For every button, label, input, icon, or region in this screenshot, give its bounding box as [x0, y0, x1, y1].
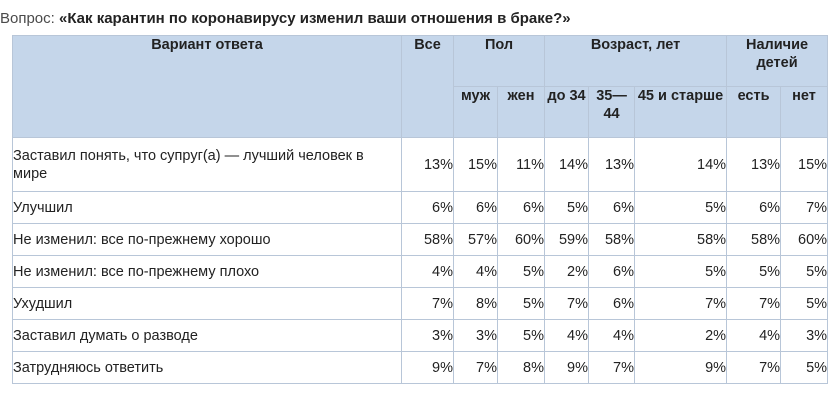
answer-option: Заставил думать о разводе [12, 319, 402, 352]
value-age-35-44: 6% [588, 287, 636, 320]
value-children-no: 5% [780, 255, 829, 288]
header-female: жен [496, 86, 546, 138]
value-age-45-plus: 5% [634, 191, 728, 224]
value-age-under-34: 59% [544, 223, 590, 256]
value-male: 8% [453, 287, 498, 320]
value-age-35-44: 6% [588, 191, 636, 224]
question-text: «Как карантин по коронавирусу изменил ва… [59, 10, 571, 27]
header-gender: Пол [452, 35, 546, 87]
value-age-35-44: 4% [588, 319, 636, 352]
header-children-yes: есть [726, 86, 782, 138]
answer-option: Не изменил: все по-прежнему плохо [12, 255, 402, 288]
value-children-no: 60% [780, 223, 829, 256]
value-age-under-34: 5% [544, 191, 590, 224]
value-age-35-44: 6% [588, 255, 636, 288]
value-all: 13% [401, 137, 454, 192]
value-children-no: 15% [780, 137, 829, 192]
value-children-yes: 4% [726, 319, 782, 352]
value-age-under-34: 14% [544, 137, 590, 192]
value-all: 58% [401, 223, 454, 256]
value-children-yes: 5% [726, 255, 782, 288]
value-children-no: 7% [780, 191, 829, 224]
value-age-45-plus: 5% [634, 255, 728, 288]
value-children-yes: 58% [726, 223, 782, 256]
answer-option: Не изменил: все по-прежнему хорошо [12, 223, 402, 256]
value-female: 6% [496, 191, 546, 224]
value-male: 3% [453, 319, 498, 352]
value-age-45-plus: 58% [634, 223, 728, 256]
answer-option: Улучшил [12, 191, 402, 224]
value-children-yes: 7% [726, 351, 782, 384]
value-age-35-44: 58% [588, 223, 636, 256]
table-row: Ухудшил 7% 8% 5% 7% 6% 7% 7% 5% [12, 287, 829, 320]
header-age-45-plus: 45 и старше [634, 86, 728, 138]
question-label: Вопрос: [0, 10, 55, 27]
value-all: 9% [401, 351, 454, 384]
table-row: Заставил понять, что супруг(а) — лучший … [12, 137, 829, 192]
header-variant: Вариант ответа [12, 35, 402, 138]
value-age-45-plus: 2% [634, 319, 728, 352]
value-female: 8% [496, 351, 546, 384]
value-age-45-plus: 7% [634, 287, 728, 320]
answer-option: Заставил понять, что супруг(а) — лучший … [12, 137, 402, 192]
value-age-under-34: 2% [544, 255, 590, 288]
value-female: 5% [496, 255, 546, 288]
answer-option: Затрудняюсь ответить [12, 351, 402, 384]
survey-results-table: Вариант ответа Все Пол Возраст, лет Нали… [12, 35, 829, 384]
answer-option: Ухудшил [12, 287, 402, 320]
value-female: 11% [496, 137, 546, 192]
value-age-35-44: 13% [588, 137, 636, 192]
table-row: Заставил думать о разводе 3% 3% 5% 4% 4% 2% 4% 3… [12, 319, 829, 352]
table-row: Не изменил: все по-прежнему плохо 4% 4% 5% 2… [12, 255, 829, 288]
value-male: 4% [453, 255, 498, 288]
value-male: 7% [453, 351, 498, 384]
value-children-no: 5% [780, 287, 829, 320]
value-male: 15% [453, 137, 498, 192]
value-all: 7% [401, 287, 454, 320]
value-male: 6% [453, 191, 498, 224]
value-all: 6% [401, 191, 454, 224]
header-age-35-44: 35— 44 [588, 86, 636, 138]
table-body: Заставил понять, что супруг(а) — лучший … [12, 137, 829, 384]
value-age-35-44: 7% [588, 351, 636, 384]
value-all: 4% [401, 255, 454, 288]
value-female: 60% [496, 223, 546, 256]
value-male: 57% [453, 223, 498, 256]
value-age-under-34: 7% [544, 287, 590, 320]
table-row: Улучшил 6% 6% 6% 5% 6% 5% 6% 7% [12, 191, 829, 224]
survey-question: Вопрос: «Как карантин по коронавирусу из… [0, 9, 571, 29]
header-age: Возраст, лет [544, 35, 728, 87]
header-all: Все [401, 35, 454, 138]
value-children-no: 5% [780, 351, 829, 384]
value-age-under-34: 4% [544, 319, 590, 352]
table-row: Затрудняюсь ответить 9% 7% 8% 9% 7% 9% 7% 5% [12, 351, 829, 384]
value-female: 5% [496, 287, 546, 320]
value-all: 3% [401, 319, 454, 352]
value-female: 5% [496, 319, 546, 352]
value-age-45-plus: 14% [634, 137, 728, 192]
value-children-yes: 7% [726, 287, 782, 320]
value-children-yes: 13% [726, 137, 782, 192]
header-male: муж [453, 86, 498, 138]
header-children-no: нет [780, 86, 829, 138]
value-age-under-34: 9% [544, 351, 590, 384]
header-children: Наличие детей [726, 35, 829, 87]
value-age-45-plus: 9% [634, 351, 728, 384]
value-children-yes: 6% [726, 191, 782, 224]
value-children-no: 3% [780, 319, 829, 352]
header-age-under-34: до 34 [544, 86, 590, 138]
table-row: Не изменил: все по-прежнему хорошо 58% 57%… [12, 223, 829, 256]
